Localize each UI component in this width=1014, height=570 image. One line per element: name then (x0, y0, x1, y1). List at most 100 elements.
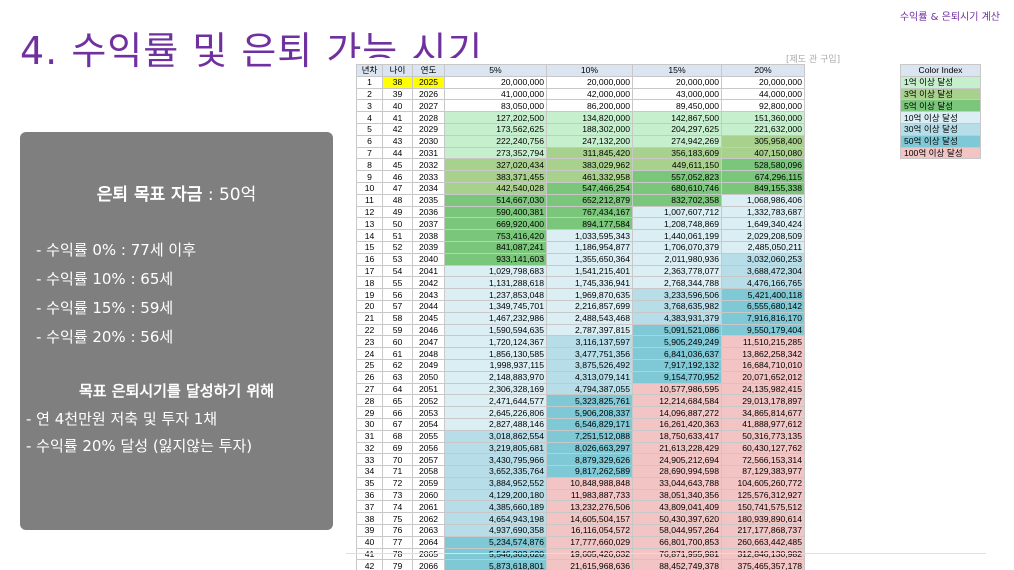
year-cell: 2054 (412, 417, 445, 431)
table-row: 32 69 2056 3,219,805,681 8,026,663,297 21,613… (356, 441, 805, 455)
age-cell: 56 (382, 288, 413, 301)
table-row: 9 46 2033 383,371,455 461,332,958 557,052,823… (356, 170, 805, 183)
value-15pct-cell: 24,905,212,694 (632, 453, 722, 467)
value-10pct-cell: 3,875,526,492 (546, 358, 633, 372)
year-cell: 2050 (412, 370, 445, 384)
year-index-cell: 20 (356, 299, 383, 313)
value-20pct-cell: 2,485,050,211 (721, 240, 805, 254)
year-index-cell: 29 (356, 406, 383, 419)
table-row: 5 42 2029 173,562,625 188,302,000 204,297,625… (356, 122, 805, 136)
legend-row: 100억 이상 달성 (900, 146, 981, 160)
rate-item: - 수익률 0% : 77세 이후 (36, 241, 196, 259)
value-5pct-cell: 669,920,400 (444, 217, 547, 231)
value-20pct-cell: 29,013,178,897 (721, 394, 805, 408)
age-cell: 76 (382, 524, 413, 537)
value-5pct-cell: 4,937,690,358 (444, 524, 547, 537)
value-15pct-cell: 7,917,192,132 (632, 358, 722, 372)
year-cell: 2040 (412, 252, 445, 266)
value-10pct-cell: 1,969,870,635 (546, 288, 633, 301)
year-index-cell: 24 (356, 347, 383, 360)
value-15pct-cell: 43,809,041,409 (632, 500, 722, 514)
year-index-cell: 32 (356, 441, 383, 455)
age-cell: 65 (382, 394, 413, 408)
table-row: 17 54 2041 1,029,798,683 1,541,215,401 2,363,… (356, 264, 805, 278)
year-cell: 2055 (412, 429, 445, 443)
header-cell: 10% (546, 64, 633, 77)
table-row: 6 43 2030 222,240,756 247,132,200 274,942,269… (356, 134, 805, 148)
value-15pct-cell: 88,452,749,378 (632, 559, 722, 570)
legend-row: 5억 이상 달성 (900, 99, 981, 113)
year-index-cell: 13 (356, 217, 383, 231)
year-index-cell: 21 (356, 311, 383, 325)
value-15pct-cell: 832,702,358 (632, 193, 722, 207)
value-10pct-cell: 188,302,000 (546, 122, 633, 136)
value-5pct-cell: 442,540,028 (444, 181, 547, 195)
age-cell: 52 (382, 240, 413, 254)
year-cell: 2041 (412, 264, 445, 278)
returns-table: 년차 나이 연도 5% 10% 15% 20% 1 38 2025 20,000,00… (356, 64, 805, 570)
table-row: 22 59 2046 1,590,594,635 2,787,397,815 5,091,… (356, 323, 805, 337)
value-5pct-cell: 3,219,805,681 (444, 441, 547, 455)
year-index-cell: 12 (356, 205, 383, 219)
value-10pct-cell: 42,000,000 (546, 87, 633, 101)
value-5pct-cell: 753,416,420 (444, 229, 547, 242)
legend-row: 10억 이상 달성 (900, 111, 981, 124)
value-10pct-cell: 16,116,054,572 (546, 524, 633, 537)
table-row: 23 60 2047 1,720,124,367 3,116,137,597 5,905,… (356, 335, 805, 349)
year-index-cell: 8 (356, 158, 383, 172)
year-cell: 2038 (412, 229, 445, 242)
age-cell: 57 (382, 299, 413, 313)
table-row: 16 53 2040 933,141,603 1,355,650,364 2,011,98… (356, 252, 805, 266)
value-20pct-cell: 60,430,127,762 (721, 441, 805, 455)
value-20pct-cell: 44,000,000 (721, 87, 805, 101)
table-row: 28 65 2052 2,471,644,577 5,323,825,761 12,214… (356, 394, 805, 408)
table-row: 31 68 2055 3,018,862,554 7,251,512,088 18,750… (356, 429, 805, 443)
year-index-cell: 26 (356, 370, 383, 384)
value-10pct-cell: 2,216,857,699 (546, 299, 633, 313)
table-row: 3 40 2027 83,050,000 86,200,000 89,450,000 92,… (356, 99, 805, 113)
value-5pct-cell: 3,430,795,966 (444, 453, 547, 467)
value-15pct-cell: 1,440,061,199 (632, 229, 722, 242)
table-row: 18 55 2042 1,131,288,618 1,745,336,941 2,768,… (356, 276, 805, 290)
value-10pct-cell: 1,186,954,877 (546, 240, 633, 254)
year-index-cell: 23 (356, 335, 383, 349)
value-5pct-cell: 173,562,625 (444, 122, 547, 136)
table-row: 30 67 2054 2,827,488,146 6,546,829,171 16,261… (356, 417, 805, 431)
year-cell: 2044 (412, 299, 445, 313)
year-cell: 2048 (412, 347, 445, 360)
value-10pct-cell: 2,488,543,468 (546, 311, 633, 325)
table-row: 24 61 2048 1,856,130,585 3,477,751,356 6,841,… (356, 347, 805, 360)
value-10pct-cell: 3,116,137,597 (546, 335, 633, 349)
value-20pct-cell: 6,555,680,142 (721, 299, 805, 313)
value-10pct-cell: 7,251,512,088 (546, 429, 633, 443)
value-20pct-cell: 34,865,814,677 (721, 406, 805, 419)
year-cell: 2064 (412, 535, 445, 549)
age-cell: 50 (382, 217, 413, 231)
year-cell: 2026 (412, 87, 445, 101)
legend-header: Color Index (900, 64, 981, 77)
value-5pct-cell: 514,667,030 (444, 193, 547, 207)
age-cell: 58 (382, 311, 413, 325)
year-cell: 2042 (412, 276, 445, 290)
year-index-cell: 28 (356, 394, 383, 408)
hidden-header-text: [제도 관 구입] (786, 55, 841, 65)
value-10pct-cell: 3,477,751,356 (546, 347, 633, 360)
legend-item: 50억 이상 달성 (900, 134, 981, 148)
table-body: 1 38 2025 20,000,000 20,000,000 20,000,000 20,… (356, 75, 805, 570)
age-cell: 39 (382, 87, 413, 101)
legend-row: 50억 이상 달성 (900, 134, 981, 148)
slide-caption: 수익률 & 은퇴시기 계산 (899, 12, 1000, 23)
year-cell: 2045 (412, 311, 445, 325)
year-index-cell: 2 (356, 87, 383, 101)
value-15pct-cell: 3,768,635,982 (632, 299, 722, 313)
year-index-cell: 15 (356, 240, 383, 254)
value-10pct-cell: 1,745,336,941 (546, 276, 633, 290)
value-20pct-cell: 5,421,400,118 (721, 288, 805, 301)
summary-panel: 은퇴 목표 자금 : 50억 - 수익률 0% : 77세 이후 - 수익률 1… (20, 132, 333, 530)
table-row: 40 77 2064 5,234,574,876 17,777,660,029 66,80… (356, 535, 805, 549)
table-header-row: 년차 나이 연도 5% 10% 15% 20% (356, 64, 805, 77)
value-10pct-cell: 2,787,397,815 (546, 323, 633, 337)
value-15pct-cell: 38,051,340,356 (632, 488, 722, 502)
year-cell: 2056 (412, 441, 445, 455)
legend-body: Color Index 1억 이상 달성 3억 이상 달성 5억 이상 달성 10억 … (900, 64, 981, 160)
